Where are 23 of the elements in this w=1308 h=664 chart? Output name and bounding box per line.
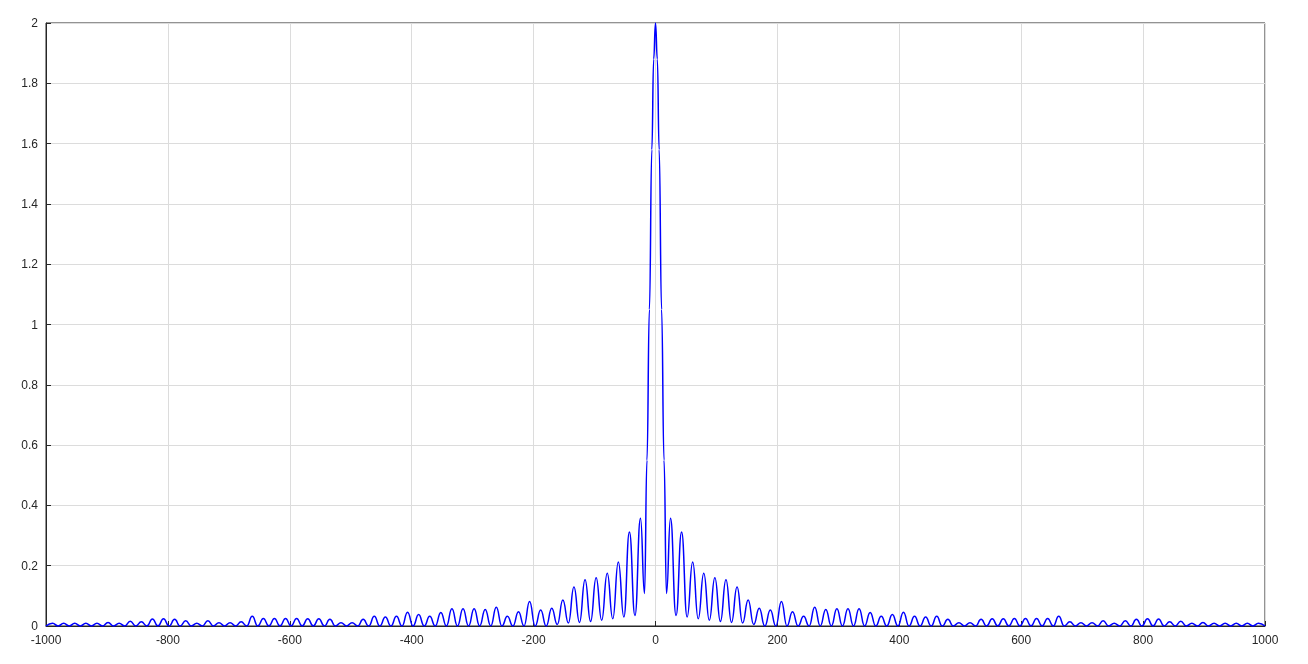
y-tick-label: 0.4 [21,498,39,513]
x-tick-label: 600 [1011,633,1032,647]
x-tick-label: 400 [889,633,910,647]
x-tick-label: -200 [521,633,546,647]
y-tick-label: 2 [31,16,39,30]
x-tick-label: 800 [1133,633,1154,647]
x-tick-label: -600 [277,633,303,647]
x-tick-label: -400 [399,633,425,647]
x-tick-label: 0 [652,633,660,647]
y-tick-label: 0 [31,619,39,633]
y-tick-label: 1 [31,317,39,332]
y-tick-label: 1.4 [21,196,39,211]
y-tick-label: 1.2 [21,257,39,272]
y-tick-label: 0.8 [21,377,39,392]
x-tick-label: 200 [767,633,788,647]
y-tick-label: 1.8 [21,76,39,91]
line-series [45,22,1266,627]
x-tick-label: -1000 [30,633,62,647]
y-tick-label: 0.2 [21,558,39,573]
y-tick-label: 1.6 [21,136,39,151]
x-tick-label: 1000 [1251,633,1279,647]
x-tick-label: -800 [155,633,181,647]
y-tick-label: 0.6 [21,438,39,453]
